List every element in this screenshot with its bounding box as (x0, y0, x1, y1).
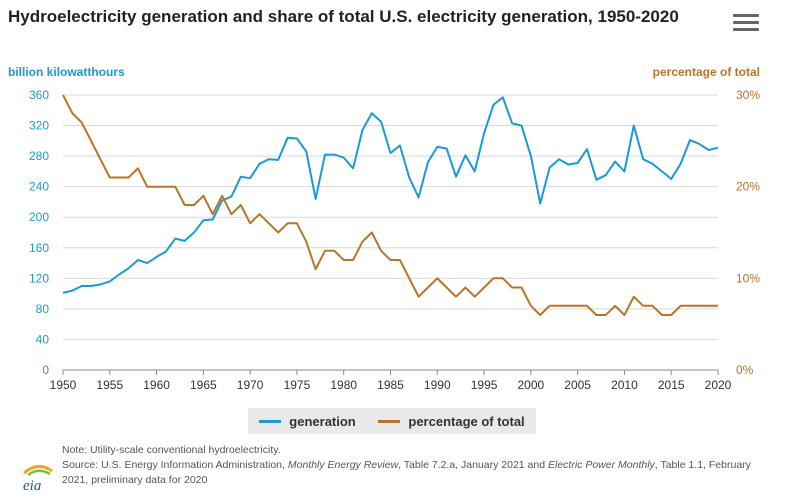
legend-item-generation[interactable]: generation (259, 413, 356, 429)
x-tick-label: 1970 (237, 378, 264, 392)
x-tick-label: 2010 (611, 378, 638, 392)
legend-label-percentage: percentage of total (408, 413, 525, 429)
percentage-series-line (62, 94, 718, 316)
chart-legend: generation percentage of total (248, 408, 536, 434)
y-right-tick-label: 10% (736, 271, 760, 285)
x-tick-label: 1975 (284, 378, 311, 392)
generation-swatch (259, 419, 282, 423)
eia-logo: eia (23, 465, 53, 493)
y-left-tick-label: 40 (36, 332, 50, 346)
x-tick-label: 2000 (518, 378, 545, 392)
chart-title: Hydroelectricity generation and share of… (8, 7, 679, 26)
right-axis-title: percentage of total (652, 65, 760, 79)
x-tick-label: 2020 (705, 378, 732, 392)
y-left-tick-label: 360 (29, 88, 49, 102)
y-left-tick-label: 80 (36, 302, 50, 316)
y-right-tick-label: 0% (736, 363, 754, 377)
chart-footnote: Note: Utility-scale conventional hydroel… (62, 443, 762, 488)
generation-series-line (62, 96, 719, 294)
left-axis-title: billion kilowatthours (8, 65, 125, 79)
hamburger-menu-icon[interactable] (733, 14, 759, 36)
x-tick-label: 1965 (190, 378, 217, 392)
y-right-tick-label: 30% (736, 88, 760, 102)
y-left-tick-label: 160 (29, 241, 49, 255)
x-tick-label: 1950 (50, 378, 77, 392)
y-left-tick-label: 120 (29, 271, 49, 285)
svg-text:eia: eia (23, 478, 41, 493)
x-tick-label: 1995 (471, 378, 498, 392)
y-left-tick-label: 240 (29, 180, 49, 194)
x-tick-label: 2015 (658, 378, 685, 392)
y-right-tick-label: 20% (736, 180, 760, 194)
footnote-source: Source: U.S. Energy Information Administ… (62, 459, 751, 486)
footnote-note: Note: Utility-scale conventional hydroel… (62, 444, 281, 456)
y-left-tick-label: 280 (29, 149, 49, 163)
legend-label-generation: generation (289, 413, 356, 429)
y-left-tick-label: 0 (42, 363, 49, 377)
x-tick-label: 1955 (96, 378, 123, 392)
legend-item-percentage[interactable]: percentage of total (378, 413, 525, 429)
x-tick-label: 1980 (330, 378, 357, 392)
x-tick-label: 1960 (143, 378, 170, 392)
x-tick-label: 1985 (377, 378, 404, 392)
y-left-tick-label: 320 (29, 119, 49, 133)
percentage-swatch (378, 419, 401, 423)
x-tick-label: 2005 (564, 378, 591, 392)
y-left-tick-label: 200 (29, 210, 49, 224)
x-tick-label: 1990 (424, 378, 451, 392)
